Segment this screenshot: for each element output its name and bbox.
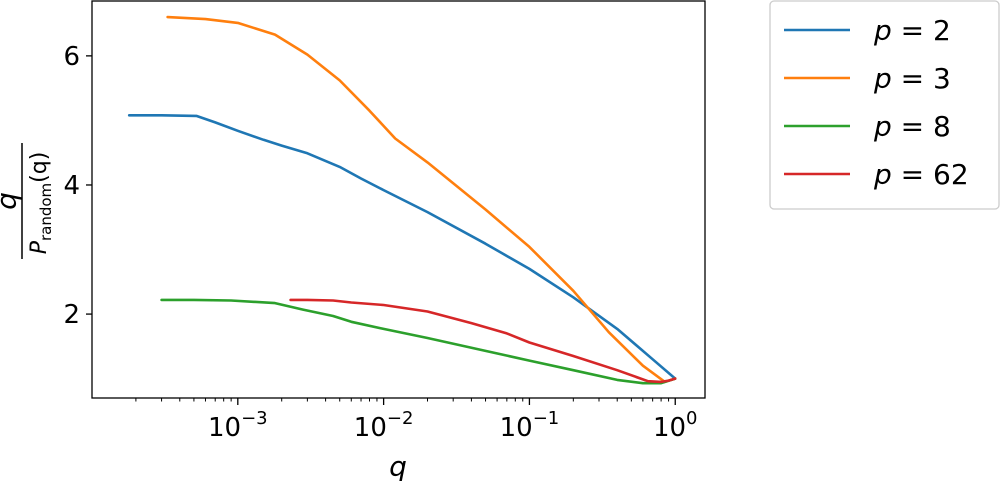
x-tick-label: 10−2 [354,408,414,443]
legend-label-1: p = 2 [873,14,951,47]
x-axis: 10−3 10−2 10−1 100 [135,398,698,443]
x-axis-label: q [389,450,407,481]
y-axis-label-numerator: q [0,192,23,210]
y-axis-label: q Prandom(q) [0,143,55,259]
y-tick-label: 2 [63,300,80,330]
legend-label-4: p = 62 [873,158,969,191]
series-line-4 [289,298,677,384]
y-tick-label: 4 [63,171,80,201]
legend: p = 2 p = 3 p = 8 p = 62 [769,0,1000,210]
x-tick-label: 10−3 [208,408,268,443]
y-axis: 2 4 6 [63,42,92,330]
legend-label-3: p = 8 [873,110,951,143]
plot-frame [91,0,706,399]
x-tick-label: 10−1 [500,408,560,443]
y-tick-label: 6 [63,42,80,72]
plot-area [127,15,677,385]
series-line-1 [127,114,677,380]
legend-frame [769,0,1000,210]
y-axis-label-denominator: Prandom(q) [27,152,55,255]
x-tick-label: 100 [653,408,698,443]
series-line-2 [166,15,677,384]
series-line-3 [160,298,677,385]
legend-label-2: p = 3 [873,62,951,95]
